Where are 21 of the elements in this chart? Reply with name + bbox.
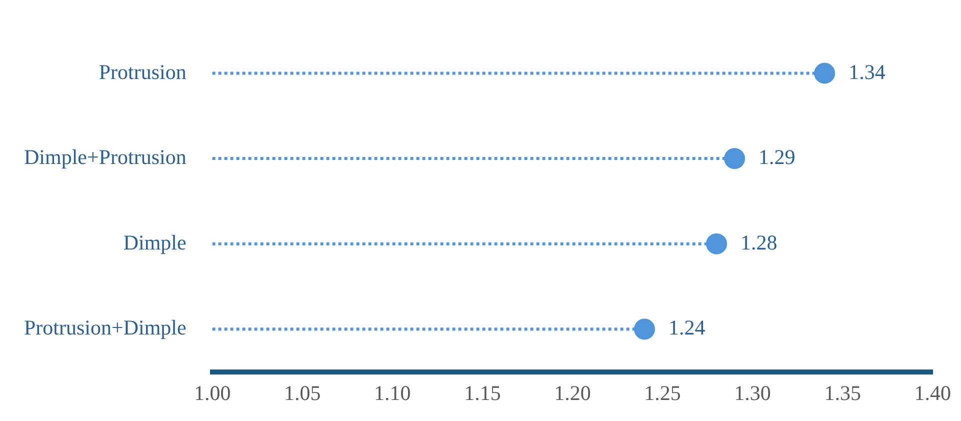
- x-tick-label: 1.15: [464, 380, 501, 405]
- point: [814, 62, 836, 84]
- x-tick-label: 1.35: [824, 380, 861, 405]
- x-tick-label: 1.10: [374, 380, 411, 405]
- data-label: 1.29: [758, 145, 796, 170]
- x-tick-label: 1.00: [194, 380, 231, 405]
- y-tick-label: Protrusion: [98, 60, 187, 84]
- point: [724, 148, 746, 170]
- data-label: 1.28: [740, 230, 778, 254]
- x-tick-label: 1.05: [284, 380, 321, 405]
- data-label: 1.24: [668, 316, 706, 340]
- y-tick-label: Dimple+Protrusion: [24, 145, 187, 170]
- y-tick-label: Protrusion+Dimple: [24, 316, 186, 340]
- x-tick-label: 1.20: [554, 380, 591, 405]
- x-tick-label: 1.25: [644, 380, 681, 405]
- data-label: 1.34: [848, 60, 886, 84]
- x-tick-label: 1.30: [734, 380, 771, 405]
- point: [634, 318, 656, 340]
- point: [706, 233, 728, 254]
- y-tick-label: Dimple: [123, 230, 186, 254]
- x-tick-label: 1.40: [914, 380, 951, 405]
